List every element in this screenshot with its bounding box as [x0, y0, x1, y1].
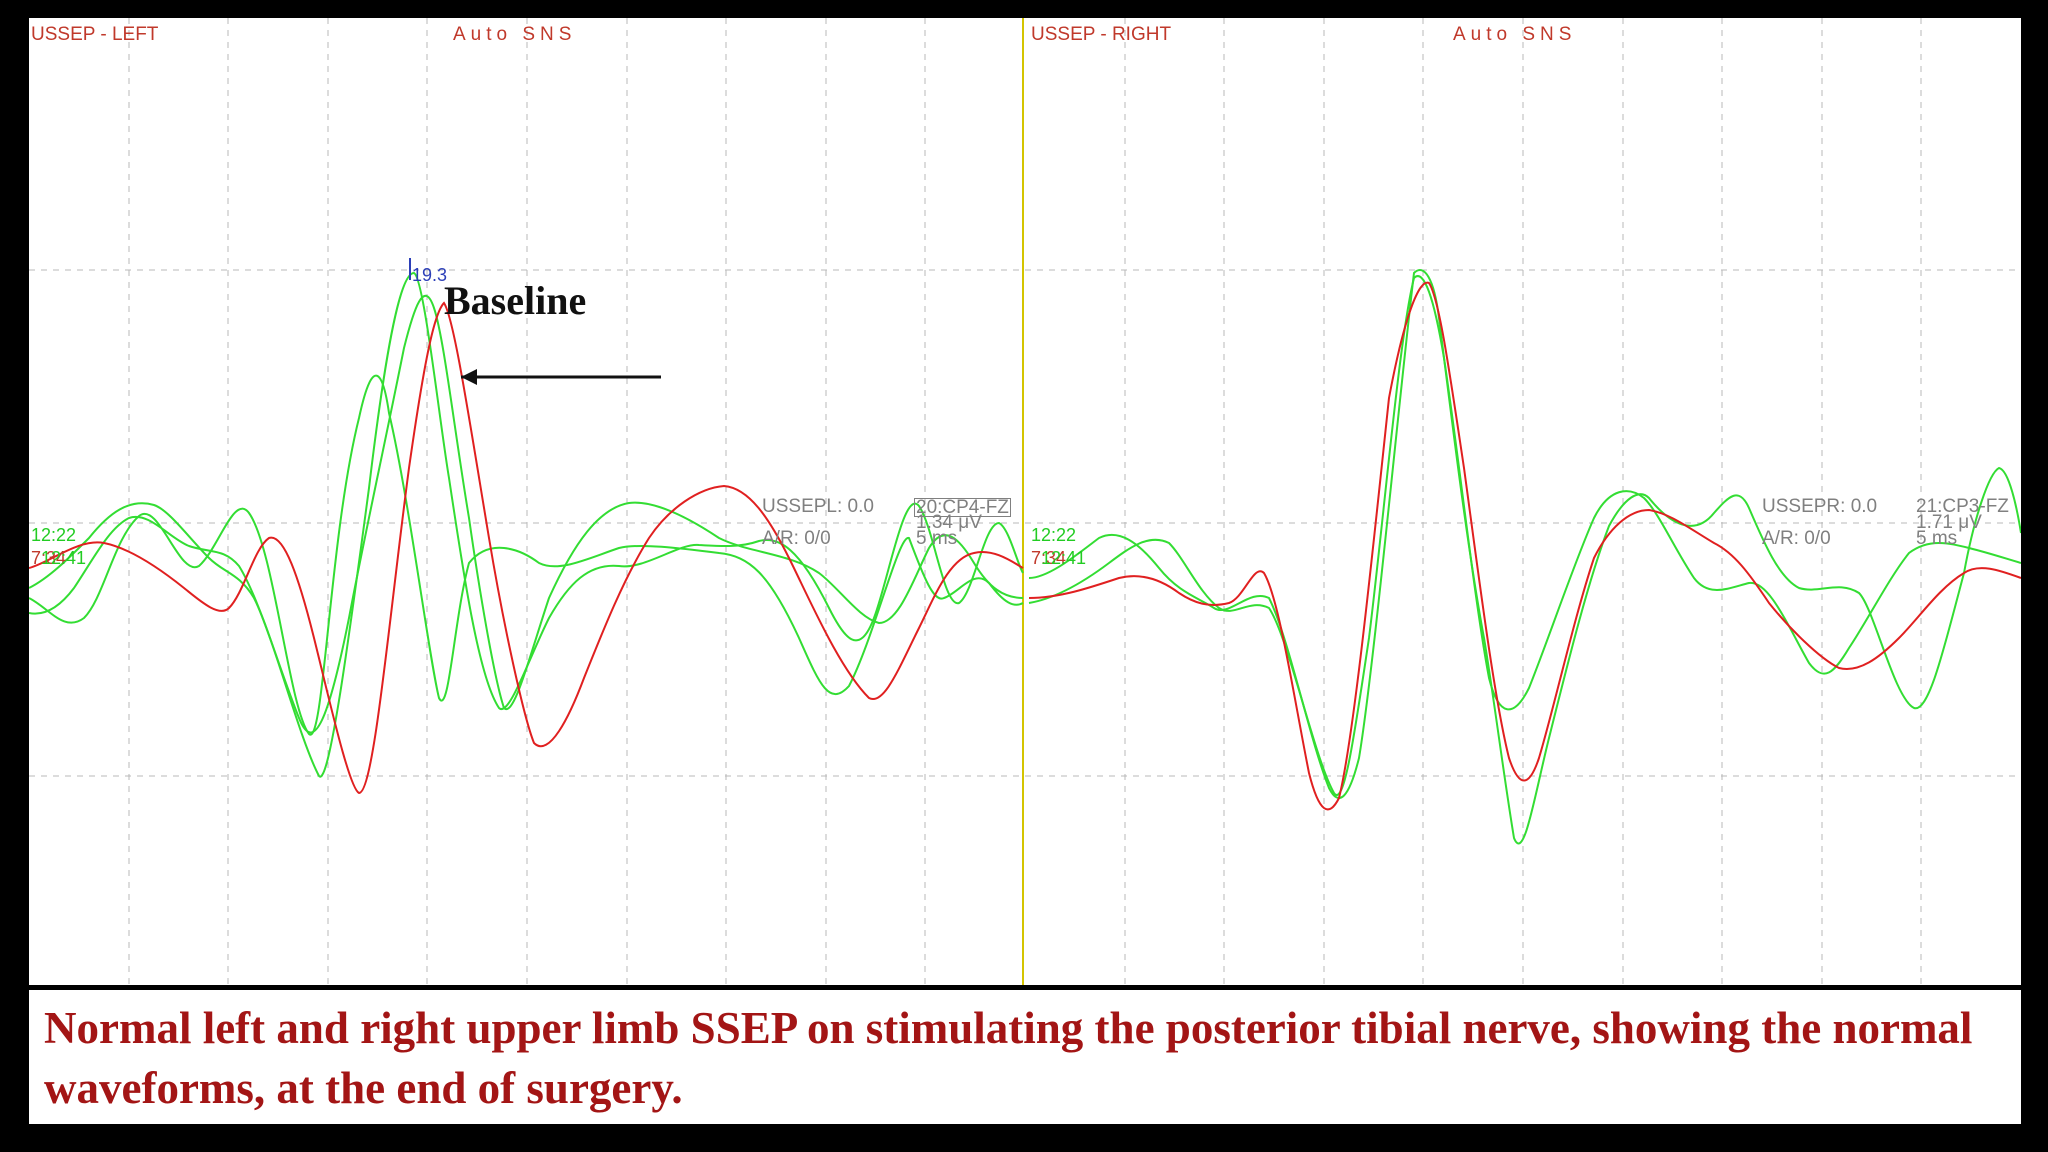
- left-channel-name[interactable]: 20:CP4-FZ: [914, 497, 1011, 518]
- right-time-orange: 7:34: [1031, 548, 1067, 568]
- left-green-trace-1: [29, 374, 1024, 736]
- right-ar-info: A/R: 0/0: [1762, 528, 1831, 549]
- evoked-potential-monitor: USSEP - LEFT Auto SNS 19.3 USSEPL: 0.0 A…: [29, 18, 2021, 985]
- left-panel-mode: Auto SNS: [453, 24, 577, 45]
- right-green-trace-2: [1028, 275, 2021, 796]
- right-channel-name[interactable]: 21:CP3-FZ: [1916, 496, 2009, 517]
- right-channel-info: USSEPR: 0.0: [1762, 496, 1878, 517]
- left-red-trace: [29, 301, 1024, 795]
- left-amplitude: 1.34 μV: [916, 512, 982, 533]
- right-amplitude: 1.71 μV: [1916, 512, 1982, 533]
- right-time-green: 12:22: [1031, 525, 1077, 545]
- waveform-display: [29, 18, 2021, 985]
- right-timebase: 5 ms: [1916, 528, 1958, 549]
- peak-marker-value: 19.3: [412, 265, 448, 285]
- right-time-red: 12:41: [1041, 548, 1087, 568]
- left-time-green: 12:22: [31, 525, 77, 545]
- left-green-trace-3: [29, 294, 1024, 734]
- left-green-trace-2: [29, 271, 1024, 778]
- right-panel-title: USSEP - RIGHT: [1031, 24, 1172, 45]
- left-panel-title: USSEP - LEFT: [31, 24, 159, 45]
- right-panel-mode: Auto SNS: [1453, 24, 1577, 45]
- left-time-red: 12:41: [41, 548, 87, 568]
- caption-panel: Normal left and right upper limb SSEP on…: [29, 990, 2021, 1124]
- left-ar-info: A/R: 0/0: [762, 528, 831, 549]
- left-channel-info: USSEPL: 0.0: [762, 496, 874, 517]
- left-time-orange: 7:34: [31, 548, 67, 568]
- figure-caption: Normal left and right upper limb SSEP on…: [44, 1003, 1973, 1113]
- right-red-trace: [1028, 281, 2021, 811]
- left-timebase: 5 ms: [916, 528, 958, 549]
- baseline-annotation: Baseline: [444, 278, 587, 323]
- grid-lines: [29, 18, 2021, 985]
- right-green-trace-1: [1028, 269, 2021, 845]
- baseline-arrow: [461, 369, 661, 385]
- waveform-traces: [29, 269, 2021, 845]
